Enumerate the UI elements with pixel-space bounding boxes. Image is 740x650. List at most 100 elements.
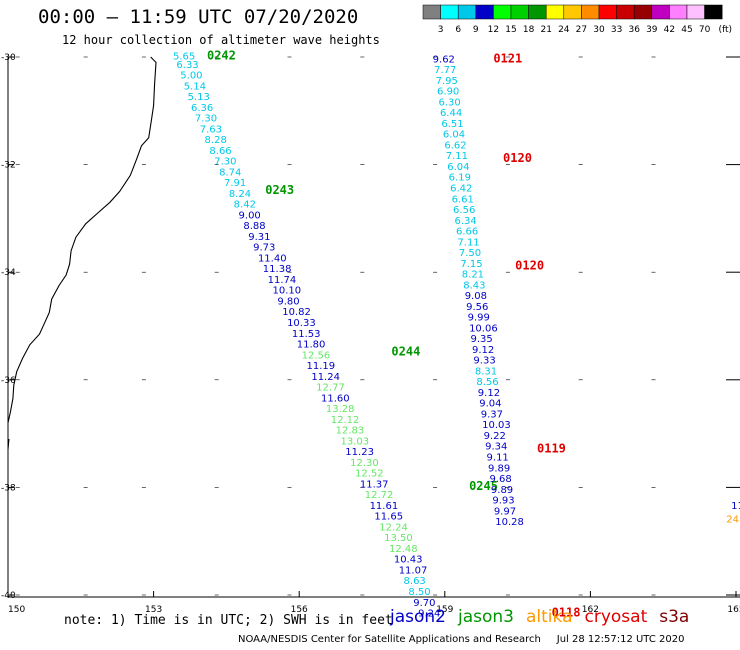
satellite-jason3: jason3 [458, 607, 514, 627]
wave-height-value: 9.22 [484, 431, 506, 442]
satellite-altika: altika [526, 607, 573, 627]
wave-height-value: 10.06 [469, 323, 498, 334]
map-title: 00:00 – 11:59 UTC 07/20/2020 [38, 6, 359, 28]
wave-height-value: 12.83 [336, 426, 365, 437]
wave-height-value: 10.10 [273, 286, 302, 297]
lon-label: 153 [145, 605, 162, 615]
wave-height-value: 11.23 [345, 447, 374, 458]
wave-height-value: 8.21 [462, 270, 484, 281]
wave-height-value: 8.63 [404, 576, 426, 587]
pass-label: 0118 [552, 606, 581, 620]
pass-label: 0119 [537, 441, 566, 455]
legend-label: 21 [540, 25, 551, 35]
wave-height-value: 9.62 [433, 54, 455, 65]
footer-note: note: 1) Time is in UTC; 2) SWH is in fe… [64, 613, 393, 628]
wave-height-value: 5.65 [173, 52, 195, 63]
color-scale-legend: 3 6 9 12 15 18 21 24 27 30 33 36 39 42 45 70 (ft) [422, 4, 732, 35]
wave-height-value: 6.36 [191, 103, 213, 114]
wave-height-value: 9.12 [472, 345, 494, 356]
wave-height-value: 13.28 [326, 404, 355, 415]
wave-height-value: 5.13 [188, 92, 210, 103]
wave-height-value: 7.30 [214, 157, 236, 168]
wave-height-value: 12.52 [355, 469, 384, 480]
legend-label: 39 [646, 25, 658, 35]
wave-height-value: 10.33 [287, 318, 316, 329]
wave-height-value: 8.28 [205, 135, 227, 146]
wave-height-value: 8.74 [219, 167, 241, 178]
wave-height-value: 8.66 [209, 146, 231, 157]
satellite-s3a: s3a [659, 607, 690, 627]
wave-height-value: 9.00 [239, 210, 261, 221]
lat-label: -36 [1, 376, 16, 386]
pass-label: 0242 [207, 49, 236, 63]
wave-height-value: 7.11 [446, 151, 468, 162]
legend-label: 12 [488, 25, 499, 35]
wave-height-value: 11.60 [321, 393, 350, 404]
wave-height-value: 9.37 [481, 409, 503, 420]
lon-label: 162 [582, 605, 599, 615]
map-subtitle: 12 hour collection of altimeter wave hei… [62, 33, 380, 47]
wave-height-value: 7.11 [457, 237, 479, 248]
wave-height-value: 8.56 [476, 377, 498, 388]
coastline [7, 56, 157, 423]
pass-label: 0120 [515, 259, 544, 273]
wave-height-value: 9.68 [489, 474, 511, 485]
wave-height-value: 11.37 [360, 479, 389, 490]
wave-height-value: 9.93 [492, 496, 514, 507]
wave-height-value: 9.35 [471, 334, 493, 345]
wave-height-value: 9.33 [473, 356, 495, 367]
wave-height-value: 12.72 [365, 490, 394, 501]
wave-height-value: 6.33 [176, 60, 198, 71]
wave-height-value: 7.30 [195, 114, 217, 125]
wave-height-value: 9.56 [466, 302, 488, 313]
wave-height-value: 7.91 [224, 178, 246, 189]
pass-label: 0121 [493, 51, 522, 65]
legend-label: 70 [699, 25, 711, 35]
wave-height-value: 9.99 [468, 313, 490, 324]
legend-label: 45 [681, 25, 692, 35]
wave-height-value: 6.90 [437, 87, 459, 98]
legend-label: 24 [558, 25, 570, 35]
wave-height-value: 6.04 [447, 162, 469, 173]
wave-height-value: 9.73 [253, 243, 275, 254]
legend-unit: (ft) [718, 25, 732, 35]
wave-height-value: 11.61 [370, 501, 399, 512]
wave-height-value: 9.11 [487, 453, 509, 464]
wave-height-value: 8.24 [229, 189, 251, 200]
wave-height-value: 13.03 [340, 436, 369, 447]
wave-height-value: 6.42 [450, 184, 472, 195]
wave-height-value: 7.95 [436, 76, 458, 87]
wave-height-value: 9.24 [418, 609, 440, 620]
lat-label: -32 [1, 161, 16, 171]
wave-height-value: 6.56 [453, 205, 475, 216]
pass-label: 0244 [391, 345, 420, 359]
satellite-legend: jason2 jason3 altika cryosat s3a [390, 607, 701, 627]
wave-height-value: 11.80 [297, 340, 326, 351]
wave-height-value: 11.65 [374, 512, 403, 523]
coastline [7, 438, 10, 450]
wave-height-value: 11.24 [311, 372, 340, 383]
wave-height-value: 5.14 [184, 81, 206, 92]
legend-label: 42 [664, 25, 675, 35]
legend-label: 33 [611, 25, 622, 35]
wave-height-value: 10.03 [482, 420, 511, 431]
wave-height-value: 12.30 [350, 458, 379, 469]
lon-label: 150 [8, 605, 25, 615]
legend-label: 9 [473, 25, 479, 35]
wave-height-value: 6.61 [452, 194, 474, 205]
lon-label: 156 [291, 605, 308, 615]
wave-height-value: 7.50 [459, 248, 481, 259]
wave-height-value: 7.15 [460, 259, 482, 270]
wave-height-value: 7.63 [200, 124, 222, 135]
wave-height-value: 9.31 [248, 232, 270, 243]
wave-height-value: 7.77 [434, 65, 456, 76]
legend-label: 18 [523, 25, 535, 35]
wave-height-value: 8.88 [243, 221, 265, 232]
satellite-cryosat: cryosat [584, 607, 648, 627]
lon-label: 165 [727, 605, 740, 615]
wave-height-value: 9.70 [413, 598, 435, 609]
satellite-jason2: jason2 [390, 607, 446, 627]
wave-height-value: 6.30 [438, 97, 460, 108]
legend-label: 36 [628, 25, 640, 35]
